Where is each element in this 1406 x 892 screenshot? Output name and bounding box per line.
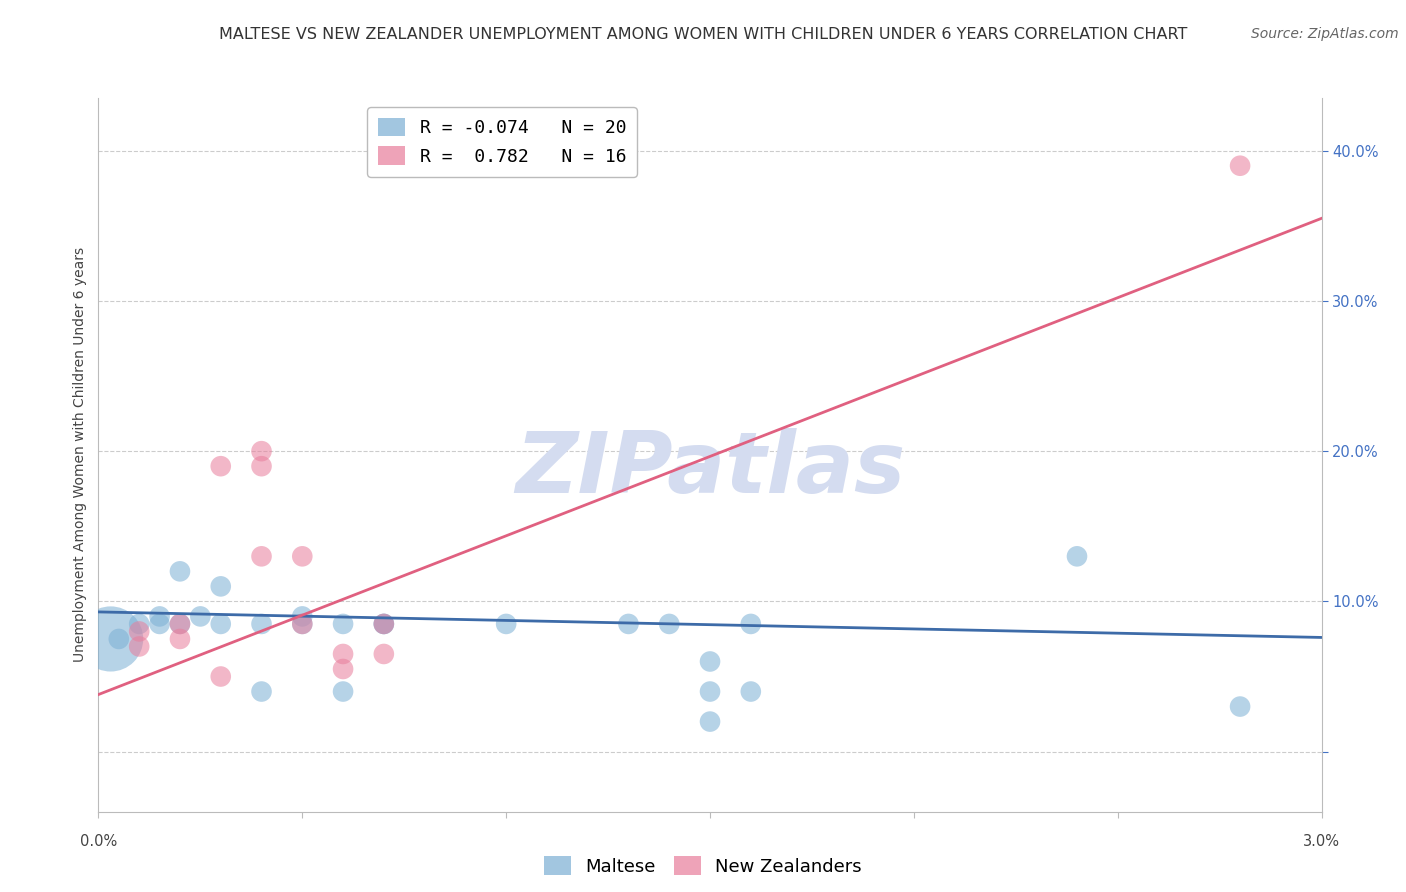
Point <box>495 616 517 631</box>
Point <box>332 684 354 698</box>
Point <box>209 669 232 683</box>
Point <box>209 616 232 631</box>
Point <box>291 549 314 564</box>
Point <box>250 459 273 474</box>
Point <box>291 609 314 624</box>
Text: 3.0%: 3.0% <box>1303 834 1340 849</box>
Point <box>250 616 273 631</box>
Point <box>332 647 354 661</box>
Point <box>1229 699 1251 714</box>
Legend: R = -0.074   N = 20, R =  0.782   N = 16: R = -0.074 N = 20, R = 0.782 N = 16 <box>367 107 637 177</box>
Point <box>188 609 212 624</box>
Point <box>169 565 191 579</box>
Point <box>149 609 172 624</box>
Point <box>169 616 191 631</box>
Point <box>209 459 232 474</box>
Point <box>1229 159 1251 173</box>
Point <box>332 662 354 676</box>
Point <box>250 549 273 564</box>
Y-axis label: Unemployment Among Women with Children Under 6 years: Unemployment Among Women with Children U… <box>73 247 87 663</box>
Point <box>740 684 762 698</box>
Point <box>128 616 150 631</box>
Point <box>128 640 150 654</box>
Point <box>373 616 395 631</box>
Point <box>169 616 191 631</box>
Point <box>291 616 314 631</box>
Point <box>250 684 273 698</box>
Point <box>169 632 191 646</box>
Point <box>373 616 395 631</box>
Point <box>332 616 354 631</box>
Point <box>373 647 395 661</box>
Point <box>100 632 122 646</box>
Point <box>128 624 150 639</box>
Point <box>108 632 131 646</box>
Point <box>699 684 721 698</box>
Text: MALTESE VS NEW ZEALANDER UNEMPLOYMENT AMONG WOMEN WITH CHILDREN UNDER 6 YEARS CO: MALTESE VS NEW ZEALANDER UNEMPLOYMENT AM… <box>219 27 1187 42</box>
Legend: Maltese, New Zealanders: Maltese, New Zealanders <box>537 849 869 883</box>
Text: 0.0%: 0.0% <box>80 834 117 849</box>
Point <box>250 444 273 458</box>
Point <box>209 579 232 593</box>
Point <box>740 616 762 631</box>
Point <box>1066 549 1088 564</box>
Point <box>149 616 172 631</box>
Text: Source: ZipAtlas.com: Source: ZipAtlas.com <box>1251 27 1399 41</box>
Point <box>658 616 681 631</box>
Point <box>699 714 721 729</box>
Point <box>617 616 640 631</box>
Text: ZIPatlas: ZIPatlas <box>515 427 905 511</box>
Point <box>291 616 314 631</box>
Point <box>373 616 395 631</box>
Point <box>699 655 721 669</box>
